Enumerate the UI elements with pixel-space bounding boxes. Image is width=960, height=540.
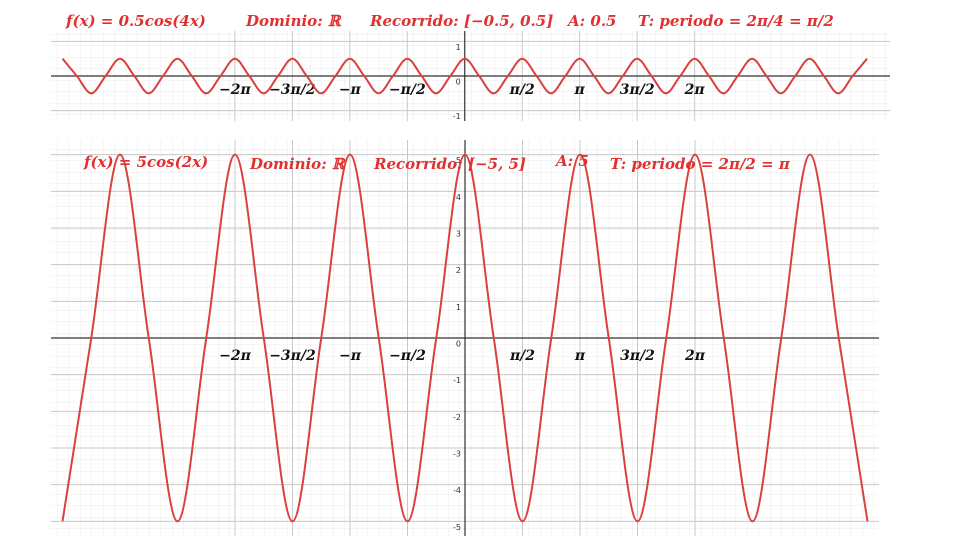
annotation: Recorrido: [−0.5, 0.5] xyxy=(369,12,553,30)
y-tick-label: 1 xyxy=(456,43,461,52)
x-tick-label: π xyxy=(574,82,586,98)
x-tick-label: −π xyxy=(339,348,362,364)
annotation: T: periodo = 2π/2 = π xyxy=(610,155,791,173)
x-tick-label: −2π xyxy=(219,348,251,364)
annotation: Recorrido: [−5, 5] xyxy=(373,155,526,173)
y-tick-label: -2 xyxy=(453,413,461,422)
y-tick-label: -4 xyxy=(453,486,461,495)
annotation: T: periodo = 2π/4 = π/2 xyxy=(638,12,834,30)
x-tick-label: 3π/2 xyxy=(620,348,655,364)
x-tick-label: π xyxy=(574,348,586,364)
y-tick-label: 0 xyxy=(456,340,461,349)
y-tick-label: 0 xyxy=(456,78,461,87)
x-tick-label: 3π/2 xyxy=(620,82,655,98)
x-tick-label: −2π xyxy=(219,82,251,98)
x-tick-label: π/2 xyxy=(509,348,535,364)
x-tick-label: −3π/2 xyxy=(269,82,316,98)
x-tick-label: −π xyxy=(339,82,362,98)
y-tick-label: -1 xyxy=(453,112,461,121)
annotation: A: 0.5 xyxy=(566,12,617,30)
x-tick-label: π/2 xyxy=(509,82,535,98)
y-tick-label: 4 xyxy=(456,193,461,202)
y-tick-label: -5 xyxy=(453,523,461,532)
annotation: Dominio: ℝ xyxy=(249,155,346,173)
x-tick-label: 2π xyxy=(684,82,706,98)
annotation: Dominio: ℝ xyxy=(245,12,342,30)
annotation: f(x) = 5cos(2x) xyxy=(83,153,208,171)
x-tick-label: −3π/2 xyxy=(269,348,316,364)
y-tick-label: -3 xyxy=(453,450,461,459)
y-tick-label: 3 xyxy=(456,230,461,239)
x-tick-label: −π/2 xyxy=(389,348,426,364)
annotation: A: 5 xyxy=(554,152,589,170)
y-tick-label: 5 xyxy=(456,156,461,165)
x-tick-label: −π/2 xyxy=(389,82,426,98)
y-tick-label: -1 xyxy=(453,376,461,385)
y-tick-label: 1 xyxy=(456,303,461,312)
y-tick-label: 2 xyxy=(456,266,461,275)
x-tick-label: 2π xyxy=(684,348,706,364)
curve xyxy=(61,153,869,523)
annotation: f(x) = 0.5cos(4x) xyxy=(65,12,206,30)
curve xyxy=(61,57,868,95)
